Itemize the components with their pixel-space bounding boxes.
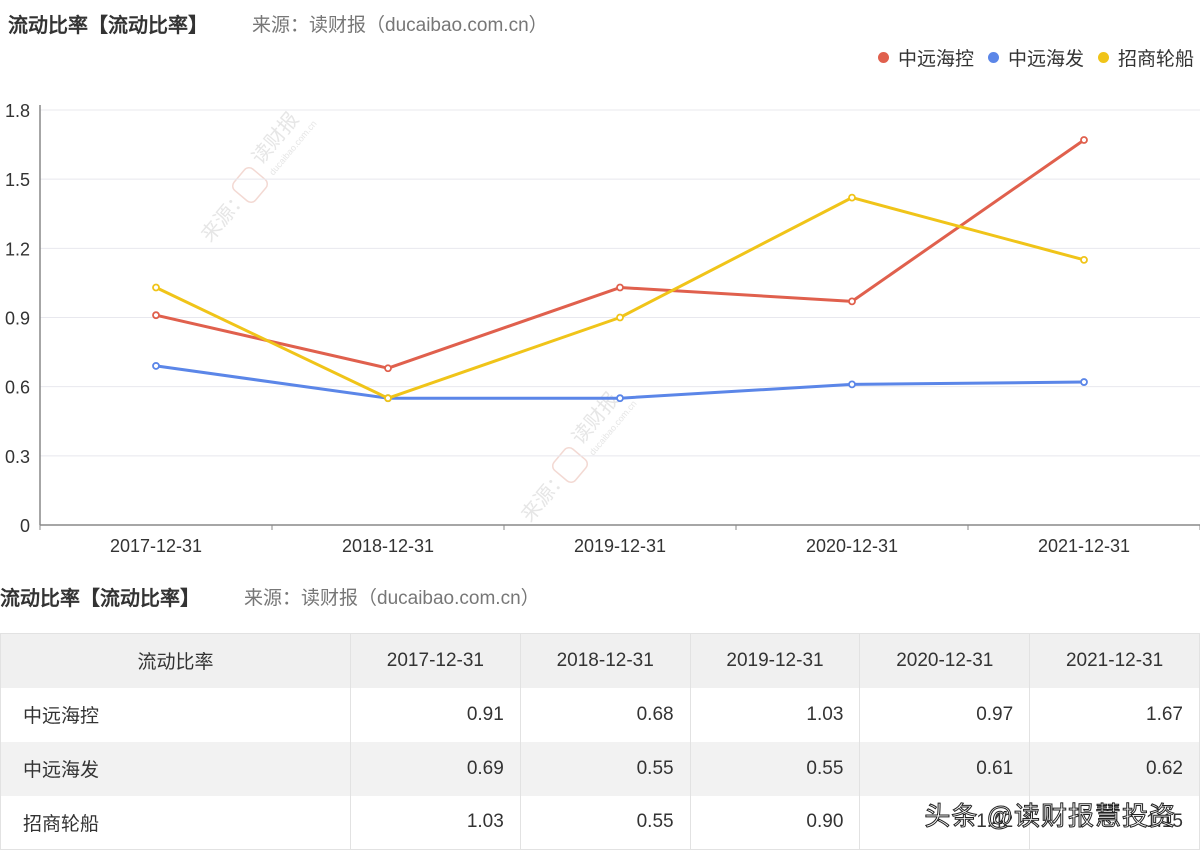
table-row: 中远海控 0.91 0.68 1.03 0.97 1.67 xyxy=(0,687,1200,742)
legend-label: 招商轮船 xyxy=(1117,49,1194,70)
y-tick-label: 0.6 xyxy=(5,378,30,398)
table-row: 招商轮船 1.03 0.55 0.90 1.42 1.15 xyxy=(0,795,1200,850)
y-tick-label: 1.5 xyxy=(5,170,30,190)
legend-dot-icon xyxy=(1097,52,1109,63)
table-cell: 1.03 xyxy=(350,795,521,850)
data-point[interactable] xyxy=(152,311,160,320)
table-header-cell: 2021-12-31 xyxy=(1029,633,1200,688)
x-tick-label: 2018-12-31 xyxy=(342,536,434,556)
chart-source: 来源：读财报（ducaibao.com.cn） xyxy=(252,15,548,36)
data-point[interactable] xyxy=(848,297,856,306)
data-point[interactable] xyxy=(616,313,624,322)
table-title-row: 流动比率【流动比率】 来源：读财报（ducaibao.com.cn） xyxy=(0,582,540,611)
data-point[interactable] xyxy=(384,394,392,403)
table-cell: 1.15 xyxy=(1146,811,1183,833)
gridlines: 0 0.3 0.6 0.9 1.2 1.5 1.8 xyxy=(5,101,1200,536)
chart-title-row: 流动比率【流动比率】 来源：读财报（ducaibao.com.cn） xyxy=(8,9,548,38)
legend-dot-icon xyxy=(877,52,889,63)
legend-item-cosco-holdings[interactable]: 中远海控 xyxy=(877,44,974,71)
row-label: 招商轮船 xyxy=(0,795,351,850)
table-header-cell: 流动比率 xyxy=(0,633,351,688)
svg-text:来源：: 来源： xyxy=(517,466,573,527)
data-table: 流动比率 2017-12-31 2018-12-31 2019-12-31 20… xyxy=(0,633,1200,850)
x-tick-label: 2017-12-31 xyxy=(110,536,202,556)
legend-item-cm-energy[interactable]: 招商轮船 xyxy=(1097,44,1194,71)
x-tick-label: 2021-12-31 xyxy=(1038,536,1130,556)
table-cell: 1.03 xyxy=(690,687,861,742)
table-source: 来源：读财报（ducaibao.com.cn） xyxy=(244,588,540,609)
series-line[interactable] xyxy=(152,362,1088,403)
table-title: 流动比率【流动比率】 xyxy=(0,588,200,610)
axes: 2017-12-31 2018-12-31 2019-12-31 2020-12-31… xyxy=(39,105,1200,556)
y-tick-label: 0.9 xyxy=(5,309,30,329)
data-point[interactable] xyxy=(384,364,392,373)
x-tick-label: 2019-12-31 xyxy=(574,536,666,556)
table-cell: 0.97 xyxy=(859,687,1031,742)
table-cell: 0.69 xyxy=(350,741,521,796)
chart-title: 流动比率【流动比率】 xyxy=(8,15,208,37)
data-point[interactable] xyxy=(616,283,624,292)
series-line[interactable] xyxy=(152,193,1088,403)
y-tick-label: 1.2 xyxy=(5,239,30,259)
data-point[interactable] xyxy=(616,394,624,403)
data-point[interactable] xyxy=(1080,136,1088,144)
data-point[interactable] xyxy=(152,283,160,292)
table-cell: 0.90 xyxy=(690,795,861,850)
overlay-watermark: 头条 @读财报慧投资 xyxy=(924,801,1176,832)
table-header-cell: 2019-12-31 xyxy=(690,633,861,688)
legend-label: 中远海发 xyxy=(1007,49,1084,70)
table-header-cell: 2020-12-31 xyxy=(859,633,1031,688)
table-cell: 0.55 xyxy=(690,741,861,796)
table-header-cell: 2017-12-31 xyxy=(350,633,521,688)
legend-item-cosco-development[interactable]: 中远海发 xyxy=(987,44,1084,71)
table-cell: 0.91 xyxy=(350,687,521,742)
table-cell: 0.55 xyxy=(520,741,691,796)
table-cell: 0.55 xyxy=(520,795,691,850)
y-tick-label: 1.8 xyxy=(5,101,30,121)
table-cell: 0.68 xyxy=(520,687,691,742)
chart-legend: 中远海控 中远海发 招商轮船 xyxy=(864,44,1194,71)
series-line[interactable] xyxy=(152,136,1088,373)
table-cell: 1.67 xyxy=(1146,703,1183,725)
table-cell: 1.42 xyxy=(859,795,1031,850)
x-tick-label: 2020-12-31 xyxy=(806,536,898,556)
table-header-cell: 2018-12-31 xyxy=(520,633,691,688)
table-header-row: 流动比率 2017-12-31 2018-12-31 2019-12-31 20… xyxy=(0,633,1200,688)
svg-text:来源：: 来源： xyxy=(197,186,253,247)
row-label: 中远海发 xyxy=(0,741,351,796)
row-label: 中远海控 xyxy=(0,687,351,742)
table-row: 中远海发 0.69 0.55 0.55 0.61 0.62 xyxy=(0,741,1200,796)
data-point[interactable] xyxy=(1080,255,1088,264)
series-lines xyxy=(152,136,1088,403)
table-cell: 0.61 xyxy=(859,741,1031,796)
data-point[interactable] xyxy=(848,193,856,202)
table-cell: 0.62 xyxy=(1029,741,1200,796)
y-tick-label: 0 xyxy=(20,516,30,536)
legend-dot-icon xyxy=(987,52,999,63)
data-point[interactable] xyxy=(152,362,160,370)
data-point[interactable] xyxy=(848,380,856,389)
legend-label: 中远海控 xyxy=(897,49,974,70)
data-point[interactable] xyxy=(1080,378,1088,386)
y-tick-label: 0.3 xyxy=(5,447,30,467)
